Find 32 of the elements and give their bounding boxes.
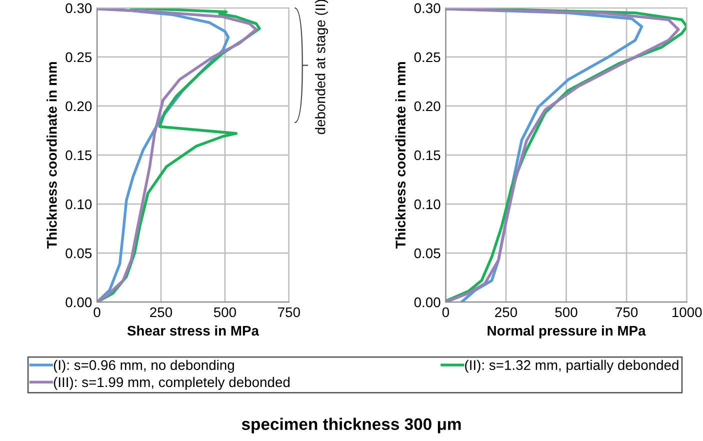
y-tick-label: 0.30 [66, 3, 92, 14]
y-tick-label: 0.20 [66, 101, 92, 112]
y-tick-label: 0.05 [414, 248, 440, 258]
x-tick-label: 750 [278, 307, 300, 318]
x-tick-label: 250 [150, 307, 172, 318]
x-axis-title: Normal pressure in MPa [488, 325, 646, 338]
y-axis-title: Thickness coordinate in mm [395, 62, 406, 249]
x-tick-label: 0 [442, 307, 450, 318]
x-tick-label: 500 [555, 307, 578, 318]
y-axis-title: Thickness coordinate in mm [46, 62, 57, 249]
y-tick-label: 0.25 [414, 52, 440, 62]
y-tick-label: 0.15 [414, 150, 440, 160]
x-axis-title: Shear stress in MPa [127, 325, 260, 336]
y-tick-label: 0.25 [66, 52, 92, 62]
y-tick-label: 0.20 [414, 101, 440, 112]
x-tick-label: 750 [616, 307, 638, 318]
y-tick-label: 0.30 [414, 3, 440, 14]
x-tick-label: 250 [495, 307, 518, 318]
y-tick-label: 0.00 [66, 297, 92, 308]
y-tick-label: 0.10 [66, 199, 92, 210]
y-tick-label: 0.15 [66, 150, 92, 160]
x-tick-label: 0 [94, 307, 100, 318]
y-tick-label: 0.10 [414, 199, 440, 210]
legend-label: (III): s=1.99 mm, completely debonded [54, 376, 290, 390]
legend-label: (I): s=0.96 mm, no debonding [54, 360, 234, 373]
text: specimen thickness 300 μm [242, 418, 461, 434]
y-tick-label: 0.00 [414, 297, 440, 308]
legend-label: (II): s=1.32 mm, partially debonded [465, 360, 678, 373]
x-tick-label: 500 [214, 307, 236, 318]
text: debonded at stage (II) [315, 0, 328, 134]
y-tick-label: 0.05 [66, 248, 92, 258]
x-tick-label: 1000 [672, 307, 702, 318]
